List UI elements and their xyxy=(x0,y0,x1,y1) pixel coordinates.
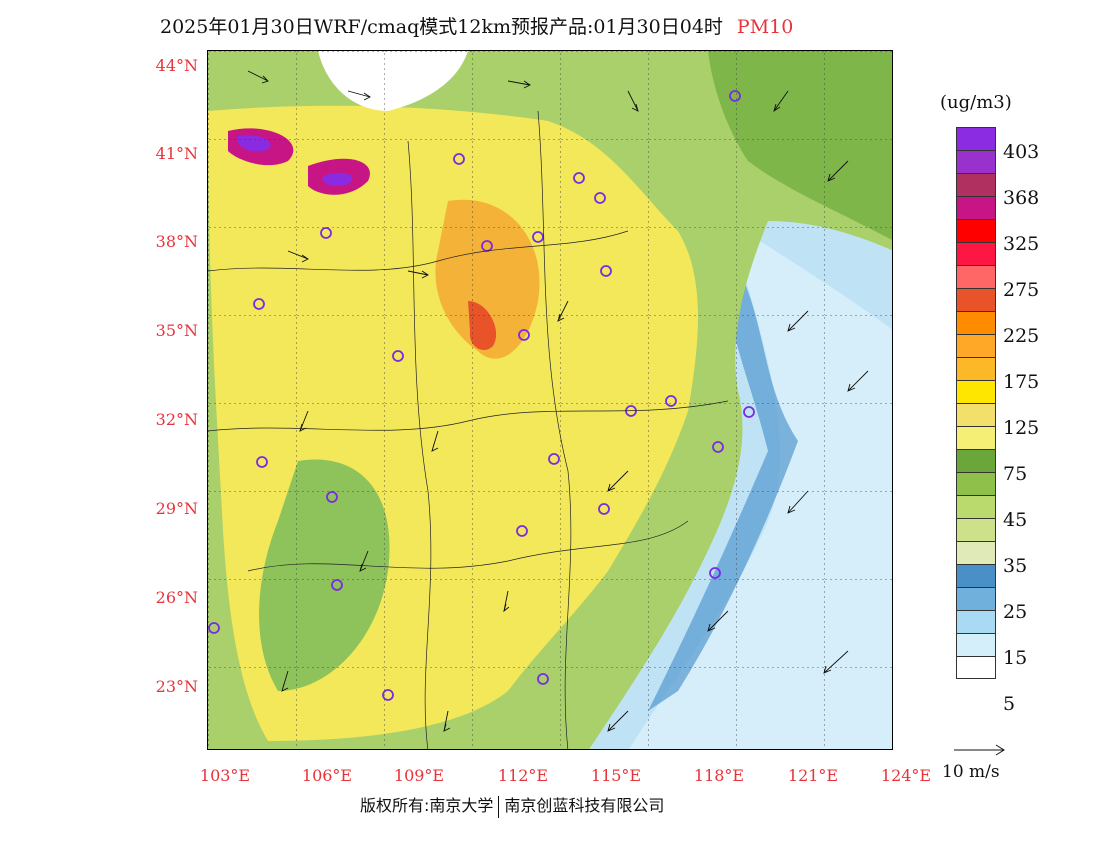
lon-label-115: 115°E xyxy=(590,766,642,785)
legend-label-125: 125 xyxy=(1003,417,1040,439)
lat-label-23: 23°N xyxy=(155,677,198,696)
chart-title: 2025年01月30日WRF/cmaq模式12km预报产品:01月30日04时 P… xyxy=(160,12,793,39)
legend-label-368: 368 xyxy=(1003,187,1040,209)
lat-label-35: 35°N xyxy=(155,321,198,340)
color-bar-cell xyxy=(956,472,996,495)
map-panel[interactable] xyxy=(207,50,893,750)
copyright: 版权所有:南京大学 南京创蓝科技有限公司 xyxy=(360,792,664,818)
wind-vectors xyxy=(247,70,869,732)
lat-label-41: 41°N xyxy=(155,144,198,163)
color-bar-cell xyxy=(956,150,996,173)
wind-reference-label: 10 m/s xyxy=(942,762,1000,782)
admin-boundaries xyxy=(208,110,729,749)
legend-label-75: 75 xyxy=(1003,463,1028,485)
lon-label-103: 103°E xyxy=(199,766,251,785)
wind-reference-arrow-icon xyxy=(954,744,1005,756)
lat-label-44: 44°N xyxy=(155,56,198,75)
grid-lines xyxy=(208,51,892,749)
color-bar-cell xyxy=(956,265,996,288)
color-bar-cell xyxy=(956,541,996,564)
color-bar-cell xyxy=(956,449,996,472)
color-bar-cell xyxy=(956,219,996,242)
title-text: 2025年01月30日WRF/cmaq模式12km预报产品:01月30日04时 xyxy=(160,16,723,38)
color-bar-cell xyxy=(956,610,996,633)
color-bar-cell xyxy=(956,403,996,426)
color-bar-cell xyxy=(956,173,996,196)
color-bar-cell xyxy=(956,334,996,357)
legend-unit: (ug/m3) xyxy=(940,92,1012,113)
legend-label-35: 35 xyxy=(1003,555,1028,577)
lon-label-118: 118°E xyxy=(693,766,745,785)
legend-label-15: 15 xyxy=(1003,647,1028,669)
color-bar-cell xyxy=(956,311,996,334)
color-bar-cell xyxy=(956,587,996,610)
pollutant-label: PM10 xyxy=(736,16,794,38)
color-bar-cell xyxy=(956,564,996,587)
lat-label-29: 29°N xyxy=(155,499,198,518)
lat-label-38: 38°N xyxy=(155,232,198,251)
color-bar xyxy=(956,127,996,679)
legend-label-45: 45 xyxy=(1003,509,1028,531)
color-bar-cell xyxy=(956,288,996,311)
legend-label-5: 5 xyxy=(1003,693,1016,715)
map-canvas xyxy=(208,51,892,749)
color-bar-cell xyxy=(956,196,996,219)
color-bar-cell xyxy=(956,357,996,380)
legend-label-225: 225 xyxy=(1003,325,1040,347)
lat-label-32: 32°N xyxy=(155,410,198,429)
lon-label-109: 109°E xyxy=(393,766,445,785)
legend-label-25: 25 xyxy=(1003,601,1028,623)
color-bar-cell xyxy=(956,127,996,150)
copyright-separator xyxy=(498,795,500,818)
color-bar-cell xyxy=(956,380,996,403)
lat-label-26: 26°N xyxy=(155,588,198,607)
color-bar-cell xyxy=(956,656,996,679)
lon-label-121: 121°E xyxy=(787,766,839,785)
color-bar-cell xyxy=(956,633,996,656)
lon-label-106: 106°E xyxy=(301,766,353,785)
lon-label-112: 112°E xyxy=(497,766,549,785)
legend-label-403: 403 xyxy=(1003,141,1040,163)
legend-label-175: 175 xyxy=(1003,371,1040,393)
color-bar-cell xyxy=(956,518,996,541)
legend-label-275: 275 xyxy=(1003,279,1040,301)
copyright-left: 版权所有:南京大学 xyxy=(360,796,494,815)
lon-label-124: 124°E xyxy=(880,766,932,785)
legend-label-325: 325 xyxy=(1003,233,1040,255)
color-bar-cell xyxy=(956,426,996,449)
copyright-right: 南京创蓝科技有限公司 xyxy=(504,796,665,815)
color-bar-cell xyxy=(956,242,996,265)
color-bar-cell xyxy=(956,495,996,518)
